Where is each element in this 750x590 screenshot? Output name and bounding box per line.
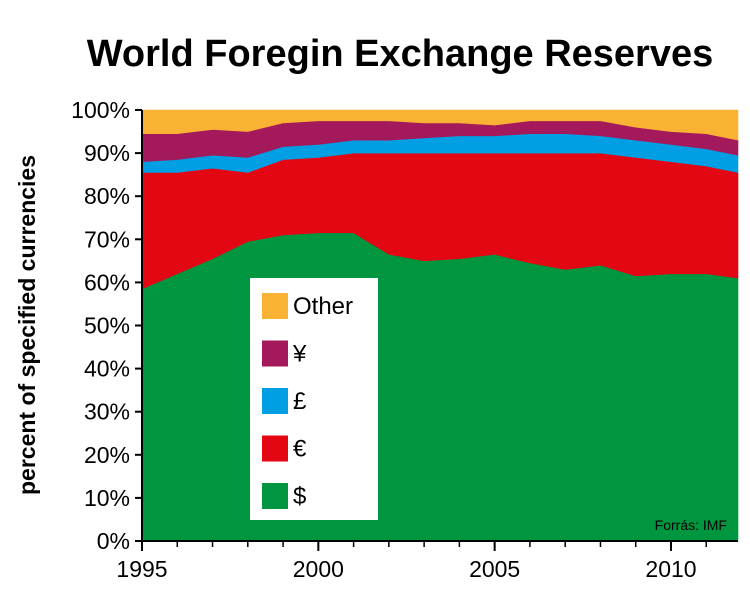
y-tick-label: 70% bbox=[84, 226, 130, 252]
y-tick-label: 30% bbox=[84, 399, 130, 425]
y-tick-label: 50% bbox=[84, 313, 130, 339]
legend-swatch-yen bbox=[262, 340, 288, 367]
legend-label-euro: € bbox=[293, 436, 307, 463]
y-tick-label: 20% bbox=[84, 442, 130, 468]
y-tick-label: 10% bbox=[84, 485, 130, 511]
y-tick-label: 90% bbox=[84, 140, 130, 166]
legend-label-pound: £ bbox=[293, 388, 306, 415]
legend-swatch-pound bbox=[262, 388, 288, 414]
y-tick-label: 100% bbox=[71, 97, 130, 123]
x-tick-label: 1995 bbox=[116, 556, 167, 582]
source-note: Forrás: IMF bbox=[655, 517, 727, 533]
y-axis-label: percent of specified currencies bbox=[14, 155, 40, 495]
legend-swatch-euro bbox=[262, 435, 288, 462]
legend-label-other: Other bbox=[293, 293, 353, 320]
y-tick-label: 80% bbox=[84, 183, 130, 209]
chart-title: World Foregin Exchange Reserves bbox=[87, 33, 714, 75]
y-tick-label: 60% bbox=[84, 269, 130, 295]
legend-swatch-dollar bbox=[262, 483, 288, 509]
y-tick-label: 40% bbox=[84, 356, 130, 382]
axes-layer: 0% 10% 20% 30% 40% 50% 60% 70% 80% 90% 100% 1995 200… bbox=[71, 97, 738, 582]
x-tick-label: 2005 bbox=[469, 556, 520, 582]
areas-layer bbox=[141, 109, 739, 542]
legend-label-yen: ¥ bbox=[292, 341, 307, 368]
area-dollar bbox=[141, 232, 739, 542]
area-other bbox=[141, 109, 739, 141]
legend: Other ¥ £ € $ bbox=[250, 278, 378, 520]
x-tick-label: 2010 bbox=[645, 556, 696, 582]
y-tick-label: 0% bbox=[97, 528, 130, 554]
x-tick-label: 2000 bbox=[293, 556, 344, 582]
legend-label-dollar: $ bbox=[293, 483, 306, 510]
legend-swatch-other bbox=[262, 293, 288, 319]
